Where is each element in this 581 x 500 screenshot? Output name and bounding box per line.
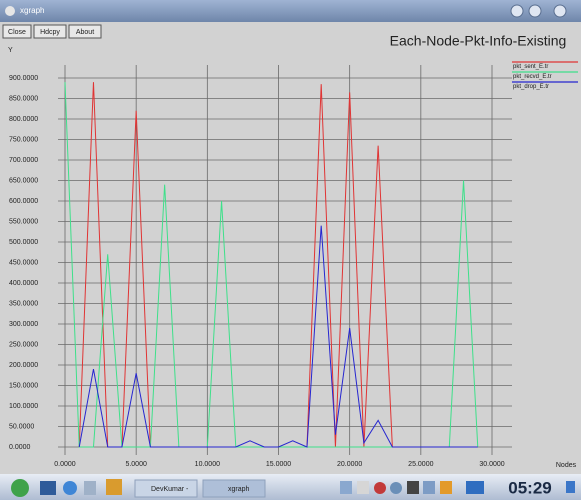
pager-icon[interactable] [106,479,122,495]
y-tick-label: 650.0000 [9,177,38,184]
y-tick-label: 700.0000 [9,157,38,164]
y-tick-label: 900.0000 [9,75,38,82]
x-tick-label: 25.0000 [408,461,433,468]
y-tick-label: 300.0000 [9,321,38,328]
x-tick-label: 0.0000 [54,461,76,468]
x-tick-label: 15.0000 [266,461,291,468]
browser-icon[interactable] [63,481,77,495]
y-tick-label: 800.0000 [9,116,38,123]
x-axis-label: Nodes [556,462,577,469]
y-tick-label: 0.0000 [9,444,31,451]
start-icon[interactable] [11,479,29,497]
toolbar-button[interactable] [2,24,32,39]
y-tick-label: 150.0000 [9,382,38,389]
desktop-icon[interactable] [40,481,56,495]
legend-label: pkt_recvd_E.tr [513,74,552,80]
legend-label: pkt_sent_E.tr [513,64,548,70]
title-bar [0,0,581,22]
toolbar-button-label: Hdcpy [40,29,60,36]
y-tick-label: 200.0000 [9,362,38,369]
y-tick-label: 600.0000 [9,198,38,205]
task-label: DevKumar - [151,486,189,493]
y-tick-label: 400.0000 [9,280,38,287]
close-window-button[interactable] [553,4,567,18]
app-icon [5,6,15,16]
task-label: xgraph [228,486,250,493]
data-line [78,225,478,448]
y-tick-label: 250.0000 [9,341,38,348]
files-icon[interactable] [84,481,96,495]
y-axis-label: Y [8,47,13,54]
tray-icons [340,481,484,494]
y-tick-label: 550.0000 [9,218,38,225]
y-tick-label: 450.0000 [9,259,38,266]
y-tick-label: 50.0000 [9,423,34,430]
toolbar-button[interactable] [33,24,67,39]
toolbar-button-label: About [76,29,94,36]
x-tick-label: 30.0000 [479,461,504,468]
window-title: xgraph [20,6,44,15]
x-tick-label: 5.0000 [125,461,147,468]
legend-label: pkt_drop_E.tr [513,84,549,90]
toolbar-button[interactable] [68,24,102,39]
y-tick-label: 500.0000 [9,239,38,246]
minimize-button[interactable] [510,4,524,18]
x-tick-label: 20.0000 [337,461,362,468]
task-button[interactable] [202,479,266,498]
y-tick-label: 350.0000 [9,300,38,307]
task-button[interactable] [134,479,198,498]
maximize-button[interactable] [528,4,542,18]
y-tick-label: 100.0000 [9,403,38,410]
taskbar [0,474,581,500]
toolbar-button-label: Close [8,29,26,36]
clock: 05:29 [508,478,551,497]
y-tick-label: 850.0000 [9,95,38,102]
y-tick-label: 750.0000 [9,136,38,143]
chart-title: Each-Node-Pkt-Info-Existing [390,33,567,49]
x-tick-label: 10.0000 [195,461,220,468]
tray-arrow[interactable] [566,481,575,493]
